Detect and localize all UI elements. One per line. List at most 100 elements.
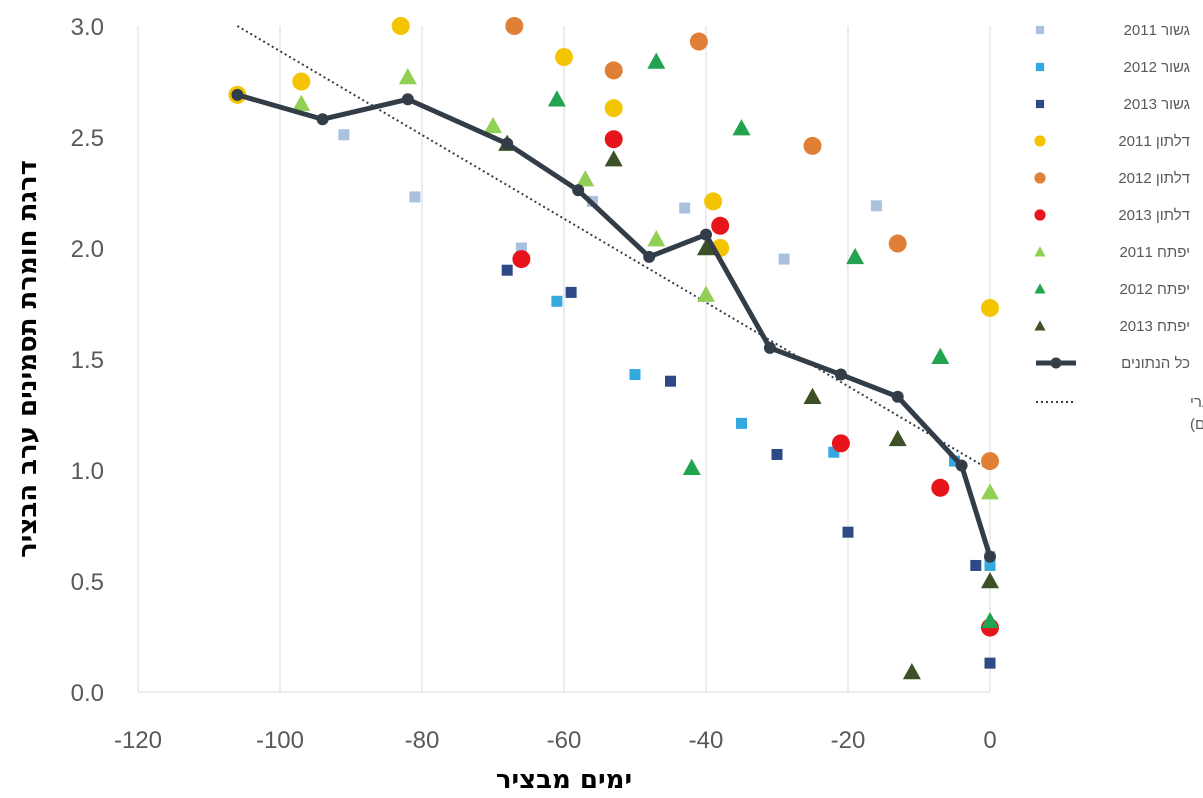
data-point	[981, 611, 999, 629]
mean-point	[891, 390, 904, 403]
data-point	[604, 150, 623, 167]
x-tick-label: -60	[547, 727, 582, 754]
data-point	[515, 242, 527, 254]
data-point	[902, 663, 921, 680]
data-point	[689, 32, 708, 51]
mean-point	[700, 228, 712, 241]
legend-marker	[1035, 99, 1045, 109]
data-points	[228, 17, 999, 680]
data-point	[679, 202, 691, 214]
data-point	[803, 136, 822, 155]
legend-marker	[1034, 283, 1046, 294]
data-point	[697, 239, 715, 256]
data-point	[604, 130, 623, 149]
data-point	[831, 434, 850, 453]
trend-line	[236, 25, 991, 471]
legend-label: דלתון 2013	[1118, 207, 1190, 224]
data-point	[604, 61, 623, 80]
data-point	[629, 369, 641, 381]
data-point	[778, 253, 790, 265]
legend-marker	[1034, 209, 1046, 221]
data-point	[409, 191, 421, 203]
mean-point	[316, 113, 329, 126]
data-point	[665, 375, 676, 387]
mean-point	[231, 88, 244, 101]
y-tick-label: 1.0	[71, 458, 104, 485]
x-tick-label: 0	[983, 727, 996, 754]
data-point	[604, 99, 623, 118]
data-point	[505, 17, 524, 35]
data-point	[501, 264, 513, 276]
data-point	[803, 387, 822, 404]
data-point	[697, 285, 715, 302]
data-point	[551, 295, 563, 307]
data-point	[931, 347, 950, 364]
mean-point	[955, 459, 968, 472]
legend-label: יפתח 2011	[1119, 244, 1190, 261]
y-tick-label: 2.5	[71, 125, 104, 152]
legend-label: יפתח 2013	[1119, 318, 1190, 335]
data-point	[981, 452, 999, 471]
data-point	[981, 298, 999, 317]
mean-point	[401, 93, 414, 106]
data-point	[711, 216, 730, 235]
x-tick-labels: -120 -100 -80 -60 -40 -20 0	[114, 727, 997, 754]
data-point	[771, 448, 783, 460]
data-point	[484, 116, 502, 134]
legend-marker	[1034, 135, 1046, 147]
legend-label: יפתח 2012	[1119, 281, 1190, 298]
data-point	[391, 17, 410, 35]
data-point	[565, 286, 577, 298]
data-point	[576, 170, 595, 187]
data-point	[647, 230, 666, 247]
data-point	[970, 559, 982, 571]
legend-label: כל הנתונים	[1121, 355, 1190, 372]
mean-line-group	[231, 88, 996, 563]
y-tick-label: 0.5	[71, 569, 104, 596]
y-tick-label: 0.0	[71, 680, 104, 707]
mean-point	[572, 184, 585, 197]
data-point	[704, 192, 723, 211]
legend: גשור 2011 גשור 2012 גשור 2013 דלתון 2011 דלת…	[1034, 22, 1203, 433]
data-point	[842, 526, 854, 538]
legend-label: גשור 2012	[1124, 59, 1190, 76]
data-point	[338, 129, 350, 141]
y-tick-label: 1.5	[71, 347, 104, 374]
mean-point	[763, 341, 776, 354]
mean-line	[236, 92, 993, 558]
mean-point	[834, 368, 847, 381]
data-point	[547, 90, 566, 107]
y-tick-label: 2.0	[71, 236, 104, 263]
legend-mean-marker	[1050, 357, 1062, 369]
y-tick-labels: 0.0 0.5 1.0 1.5 2.0 2.5 3.0	[71, 14, 104, 707]
data-point	[292, 94, 311, 111]
data-point	[682, 458, 701, 475]
x-tick-label: -100	[256, 727, 304, 754]
legend-label: גשור 2011	[1124, 22, 1190, 39]
data-point	[888, 429, 907, 447]
mean-point	[643, 250, 656, 263]
y-tick-label: 3.0	[71, 14, 104, 41]
data-point	[292, 72, 311, 91]
mean-point	[501, 137, 514, 150]
data-point	[512, 250, 531, 269]
grid-lines	[137, 26, 991, 692]
mean-point	[984, 550, 996, 563]
legend-label: דלתון 2012	[1118, 170, 1190, 187]
legend-marker	[1034, 320, 1046, 331]
data-point	[931, 478, 950, 497]
legend-marker	[1035, 62, 1045, 72]
data-point	[828, 446, 840, 458]
data-point	[846, 247, 865, 265]
data-point	[981, 572, 999, 589]
data-point	[984, 657, 996, 669]
legend-marker	[1035, 25, 1045, 35]
data-point	[888, 234, 907, 253]
x-axis-title: ימים מבציר	[496, 765, 632, 795]
data-point	[981, 483, 999, 500]
trend-line-group	[236, 25, 991, 471]
x-tick-label: -120	[114, 727, 162, 754]
x-tick-label: -40	[689, 727, 724, 754]
legend-marker	[1034, 246, 1046, 257]
